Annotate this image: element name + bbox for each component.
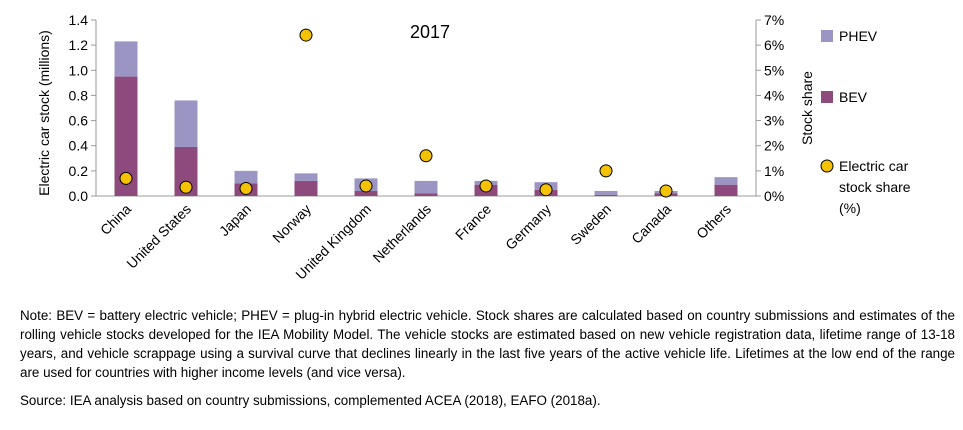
legend-swatch-bev <box>821 91 833 103</box>
x-tick-label: United States <box>123 201 194 272</box>
bar-bev <box>354 190 378 196</box>
y2-tick-label: 4% <box>764 87 784 103</box>
bar-phev <box>414 180 438 194</box>
bar-bev <box>174 146 198 196</box>
legend-label: Electric car <box>839 158 909 174</box>
bar-phev <box>114 41 138 77</box>
y2-tick-label: 6% <box>764 37 784 53</box>
y-axis-title: Electric car stock (millions) <box>36 30 52 196</box>
y-tick-label: 0.6 <box>69 113 89 129</box>
bar-bev <box>114 76 138 196</box>
y-tick-label: 1.2 <box>69 37 89 53</box>
x-tick-label: Sweden <box>567 201 614 248</box>
x-tick-label: China <box>97 201 134 238</box>
share-marker <box>239 181 253 195</box>
note-text: Note: BEV = battery electric vehicle; PH… <box>20 308 955 380</box>
bar-bev <box>414 193 438 196</box>
y-tick-label: 0.0 <box>69 188 89 204</box>
bar-bev <box>594 194 618 196</box>
y2-tick-label: 0% <box>764 188 784 204</box>
share-marker <box>359 179 373 193</box>
x-tick-label: France <box>452 201 494 243</box>
notes-section: Note: BEV = battery electric vehicle; PH… <box>20 306 955 410</box>
bar-phev <box>594 190 618 195</box>
share-marker <box>299 28 313 42</box>
y-tick-label: 0.4 <box>69 138 89 154</box>
share-marker <box>599 164 613 178</box>
y2-tick-label: 2% <box>764 138 784 154</box>
legend: PHEV BEV Electric car stock share (%) <box>820 28 911 216</box>
y2-axis-title: Stock share <box>799 71 815 145</box>
y2-tick-label: 7% <box>764 12 784 28</box>
share-marker <box>119 171 133 185</box>
legend-label: PHEV <box>839 28 878 44</box>
y-tick-label: 0.2 <box>69 163 89 179</box>
bar-bev <box>294 180 318 196</box>
share-marker <box>659 184 673 198</box>
share-marker <box>479 179 493 193</box>
y2-tick-label: 1% <box>764 163 784 179</box>
bar-bev <box>714 184 738 196</box>
share-marker <box>419 149 433 163</box>
x-tick-label: Netherlands <box>369 201 434 266</box>
bar-phev <box>714 177 738 185</box>
y2-tick-label: 3% <box>764 113 784 129</box>
y2-tick-label: 5% <box>764 62 784 78</box>
legend-swatch-phev <box>821 30 833 42</box>
x-tick-label: Germany <box>502 201 554 253</box>
bar-phev <box>294 173 318 181</box>
y-tick-label: 1.4 <box>69 12 89 28</box>
source-text: Source: IEA analysis based on country su… <box>20 393 601 408</box>
chart-title: 2017 <box>410 22 450 42</box>
share-marker <box>179 180 193 194</box>
x-tick-label: Norway <box>269 201 314 246</box>
bar-phev <box>174 100 198 147</box>
stock-chart: 0.0 0.2 0.4 0.6 0.8 1.0 1.2 1.4 0% 1% 2% 3% 4% 5% 6% 7%… <box>36 12 911 283</box>
x-tick-label: Others <box>693 201 734 242</box>
x-tick-label: Canada <box>628 201 674 247</box>
legend-swatch-share <box>820 159 834 173</box>
bar-phev <box>234 170 258 184</box>
y-tick-label: 0.8 <box>69 87 89 103</box>
legend-label: stock share <box>839 179 911 195</box>
legend-label: (%) <box>839 200 861 216</box>
share-marker <box>539 183 553 197</box>
y-tick-label: 1.0 <box>69 62 89 78</box>
legend-label: BEV <box>839 89 868 105</box>
x-tick-label: Japan <box>216 201 254 239</box>
